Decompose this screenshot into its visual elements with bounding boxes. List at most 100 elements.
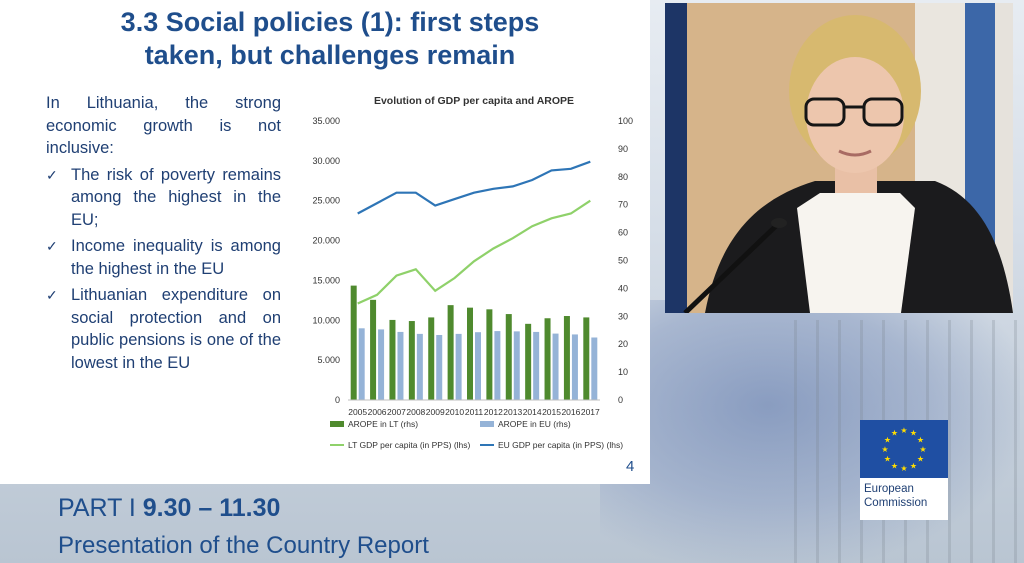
bar-arope-in-lt-rhs [544, 318, 551, 400]
gdp-arope-chart: Evolution of GDP per capita and AROPE 0 5.… [312, 95, 633, 450]
star-icon: ★ [910, 429, 917, 438]
logo-text-line-1: European [864, 483, 914, 495]
slide-body-text: In Lithuania, the strong economic growth… [46, 92, 281, 378]
y-left-tick-label: 20.000 [312, 236, 340, 246]
star-icon: ★ [881, 445, 888, 454]
y-right-tick-label: 70 [618, 200, 628, 210]
y-right-tick-label: 60 [618, 228, 628, 238]
y-left-tick-label: 15.000 [312, 275, 340, 285]
bar-arope-in-eu-rhs [571, 334, 578, 400]
y-right-tick-label: 100 [618, 116, 633, 126]
y-left-tick-label: 10.000 [312, 315, 340, 325]
bar-arope-in-lt-rhs [408, 321, 415, 400]
star-icon: ★ [900, 426, 907, 435]
session-subtitle: Presentation of the Country Report [58, 532, 429, 559]
y-right-tick-label: 30 [618, 311, 628, 321]
slide-title-line-2: taken, but challenges remain [144, 40, 516, 70]
european-commission-logo: ★ ★ ★ ★ ★ ★ ★ ★ ★ ★ ★ ★ European Commission [860, 420, 948, 520]
eu-flag-icon: ★ ★ ★ ★ ★ ★ ★ ★ ★ ★ ★ ★ [860, 420, 948, 478]
bar-arope-in-eu-rhs [397, 331, 404, 400]
star-icon: ★ [917, 436, 924, 445]
microphone-stand [683, 223, 779, 313]
star-icon: ★ [910, 462, 917, 471]
bar-arope-in-eu-rhs [416, 333, 423, 400]
star-icon: ★ [884, 455, 891, 464]
bar-arope-in-eu-rhs [552, 333, 559, 400]
legend-swatch [330, 421, 344, 427]
bar-arope-in-eu-rhs [378, 329, 385, 400]
star-icon: ★ [891, 462, 898, 471]
y-left-tick-label: 0 [335, 395, 340, 405]
bullet-text: Lithuanian expenditure on social protect… [71, 286, 281, 372]
line-lt-gdp-per-capita-in-pps-lhs [357, 199, 591, 305]
star-icon: ★ [884, 436, 891, 445]
slide-title: 3.3 Social policies (1): first steps tak… [20, 6, 640, 72]
speaker-mouth [838, 149, 872, 157]
bullet-text: The risk of poverty remains among the hi… [71, 165, 281, 229]
y-left-tick-label: 25.000 [312, 196, 340, 206]
bar-arope-in-lt-rhs [428, 317, 435, 400]
bar-arope-in-lt-rhs [505, 314, 512, 400]
presentation-slide: 3.3 Social policies (1): first steps tak… [0, 0, 650, 484]
check-icon: ✓ [46, 238, 58, 254]
bar-arope-in-eu-rhs [513, 331, 520, 400]
background-eu-flag [600, 300, 1020, 563]
glasses-right-lens [862, 97, 904, 127]
y-right-tick-label: 40 [618, 283, 628, 293]
bullet-text: Income inequality is among the highest i… [71, 237, 281, 278]
y-right-tick-label: 10 [618, 367, 628, 377]
star-icon: ★ [900, 464, 907, 473]
bar-arope-in-lt-rhs [370, 299, 377, 400]
check-icon: ✓ [46, 287, 58, 303]
chart-title: Evolution of GDP per capita and AROPE [374, 95, 574, 107]
x-tick-label: 2008 [406, 407, 425, 417]
bar-arope-in-eu-rhs [358, 328, 365, 400]
legend-label: EU GDP per capita (in PPS) (lhs) [498, 440, 623, 450]
bar-arope-in-lt-rhs [563, 316, 570, 400]
bar-arope-in-lt-rhs [350, 285, 357, 400]
bar-arope-in-lt-rhs [447, 305, 454, 400]
bar-arope-in-lt-rhs [389, 319, 396, 400]
session-part-label: PART I 9.30 – 11.30 [58, 494, 280, 523]
x-tick-label: 2012 [484, 407, 503, 417]
y-left-tick-label: 35.000 [312, 116, 340, 126]
speaker-blouse [797, 193, 915, 313]
bar-arope-in-eu-rhs [591, 337, 598, 400]
y-right-tick-label: 50 [618, 256, 628, 266]
slide-intro: In Lithuania, the strong economic growth… [46, 94, 281, 157]
y-left-tick-label: 30.000 [312, 156, 340, 166]
bar-arope-in-lt-rhs [486, 309, 493, 400]
logo-text-line-2: Commission [864, 497, 928, 509]
bar-arope-in-lt-rhs [525, 323, 532, 400]
bullet-item: ✓ Lithuanian expenditure on social protec… [46, 284, 281, 374]
y-right-tick-label: 80 [618, 172, 628, 182]
x-tick-label: 2011 [465, 407, 484, 417]
x-tick-label: 2007 [387, 407, 406, 417]
part-number: PART I [58, 494, 136, 522]
bar-arope-in-eu-rhs [436, 334, 443, 400]
bar-arope-in-eu-rhs [494, 331, 501, 400]
star-icon: ★ [891, 429, 898, 438]
session-time: 9.30 – 11.30 [142, 494, 281, 522]
x-tick-label: 2015 [542, 407, 561, 417]
y-right-tick-label: 0 [618, 395, 623, 405]
slide-page-number: 4 [626, 458, 635, 475]
speaker-video-frame [683, 15, 1013, 313]
line-eu-gdp-per-capita-in-pps-lhs [357, 160, 591, 215]
eu-star-circle: ★ ★★★★★★★★★★★ [881, 426, 926, 473]
x-tick-label: 2006 [368, 407, 387, 417]
legend-label: LT GDP per capita (in PPS) (lhs) [348, 440, 471, 450]
bar-arope-in-lt-rhs [467, 307, 473, 400]
x-tick-label: 2013 [503, 407, 522, 417]
bar-arope-in-eu-rhs [475, 332, 481, 400]
bar-arope-in-eu-rhs [455, 333, 462, 400]
bullet-item: ✓ The risk of poverty remains among the h… [46, 164, 281, 232]
speaker-face [806, 57, 904, 173]
x-tick-label: 2010 [445, 407, 464, 417]
y-left-tick-label: 5.000 [317, 355, 340, 365]
logo-text: European Commission [864, 482, 927, 510]
y-right-tick-label: 20 [618, 339, 628, 349]
star-icon: ★ [919, 445, 926, 454]
legend-label: AROPE in LT (rhs) [348, 419, 418, 429]
star-icon: ★ [917, 455, 924, 464]
